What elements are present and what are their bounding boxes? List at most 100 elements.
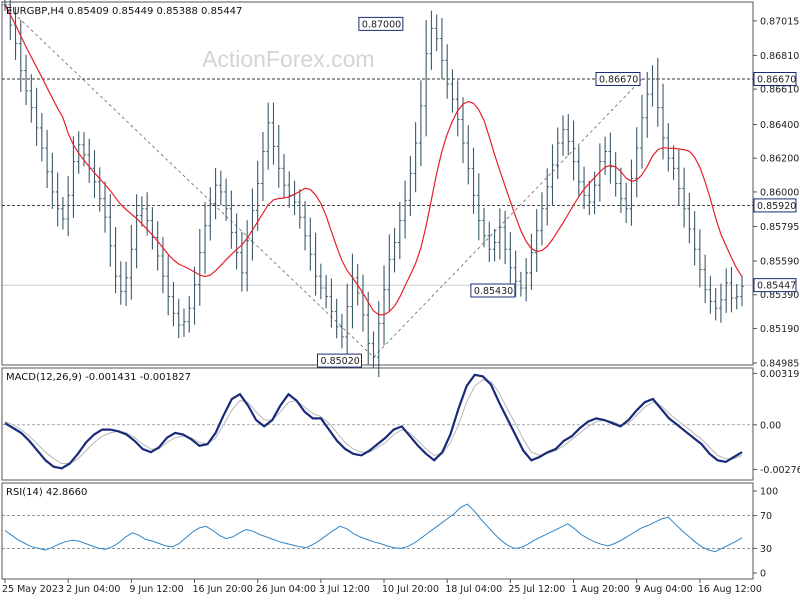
price-bar	[182, 308, 186, 337]
price-bar	[424, 20, 428, 137]
price-bar	[334, 298, 339, 339]
price-bar	[40, 113, 44, 162]
price-bar	[345, 283, 349, 358]
price-bar	[540, 192, 544, 246]
price-bar	[419, 80, 423, 167]
macd-signal-line	[4, 379, 743, 464]
price-bar	[440, 17, 444, 79]
level-label: 0.86670	[753, 72, 797, 87]
price-bar	[545, 168, 550, 226]
price-bar	[119, 261, 123, 305]
price-bar	[445, 44, 449, 99]
price-y-tick: 0.86810	[760, 51, 799, 62]
x-tick-label: 25 May 2023	[2, 584, 64, 595]
x-tick-label: 26 Jun 04:00	[256, 584, 316, 595]
price-bar	[161, 237, 165, 294]
price-bar	[634, 127, 639, 198]
price-bar	[34, 87, 39, 146]
rsi-panel	[1, 482, 754, 580]
price-bar	[366, 291, 371, 365]
x-tick-label: 10 Jul 20:00	[382, 584, 439, 595]
price-bar	[629, 159, 634, 226]
price-bar	[376, 301, 381, 378]
price-bar	[729, 267, 734, 313]
price-bar	[561, 115, 565, 156]
price-bar	[129, 224, 134, 300]
price-bar	[403, 180, 407, 239]
price-bar	[524, 257, 528, 302]
x-tick-label: 25 Jul 12:00	[508, 584, 565, 595]
price-bar	[66, 176, 70, 237]
moving-average-line	[4, 4, 743, 316]
rsi-y-tick: 30	[760, 544, 772, 555]
level-label: 0.85447	[753, 278, 797, 293]
price-bar	[103, 181, 107, 233]
price-y-tick: 0.85190	[760, 324, 799, 335]
price-bar	[171, 281, 176, 327]
price-bar	[434, 14, 439, 51]
price-y-tick: 0.84985	[760, 359, 799, 370]
price-bar	[429, 10, 434, 70]
price-bar	[134, 194, 139, 269]
price-bar	[455, 80, 460, 137]
price-bar	[298, 189, 302, 229]
trend-line	[4, 4, 374, 358]
watermark: ActionForex.com	[202, 46, 375, 72]
price-bar	[224, 178, 228, 221]
price-bar	[582, 166, 586, 209]
price-bar	[666, 123, 671, 172]
trend-line	[373, 78, 643, 358]
price-bar	[234, 213, 239, 270]
price-annotation: 0.85020	[317, 353, 362, 368]
x-tick-label: 18 Jul 04:00	[445, 584, 502, 595]
price-bar	[108, 193, 113, 267]
price-bar	[313, 232, 318, 296]
macd-y-tick: 0.00	[760, 420, 781, 431]
price-bar	[450, 69, 455, 113]
price-bar	[713, 287, 718, 321]
price-bar	[203, 202, 207, 274]
price-bar	[534, 209, 539, 273]
price-bar	[608, 132, 613, 184]
price-y-tick: 0.85590	[760, 257, 799, 268]
price-bar	[276, 124, 281, 188]
price-title: EURGBP,H4 0.85409 0.85449 0.85388 0.8544…	[6, 6, 242, 17]
price-bar	[508, 232, 513, 284]
price-bar	[197, 229, 202, 306]
price-bar	[398, 202, 402, 260]
rsi-title: RSI(14) 42.8660	[6, 487, 87, 498]
svg-text:0.87000: 0.87000	[362, 19, 401, 30]
price-annotation: 0.86670	[595, 72, 641, 87]
price-bar	[519, 271, 523, 297]
price-bar	[208, 187, 213, 241]
x-tick-label: 3 Jul 12:00	[319, 584, 370, 595]
price-bar	[319, 263, 323, 300]
price-bar	[18, 20, 23, 92]
price-bar	[124, 261, 128, 306]
price-bar	[650, 65, 655, 107]
price-bar	[245, 220, 249, 292]
price-bar	[587, 180, 592, 216]
price-bar	[692, 211, 697, 266]
price-bar	[734, 283, 739, 310]
price-panel	[1, 1, 754, 366]
price-y-tick: 0.86000	[760, 187, 799, 198]
svg-text:0.85447: 0.85447	[757, 281, 796, 292]
price-bar	[529, 233, 534, 290]
price-bar	[155, 221, 160, 271]
price-bar	[303, 201, 307, 251]
price-bar	[577, 145, 581, 197]
price-bar	[287, 171, 292, 208]
price-bar	[461, 97, 465, 164]
price-annotation: 0.85430	[470, 283, 516, 298]
price-bar	[261, 131, 265, 202]
price-bar	[271, 102, 276, 165]
price-bar	[140, 196, 144, 227]
price-bar	[387, 234, 392, 313]
svg-text:0.85920: 0.85920	[757, 201, 796, 212]
macd-title: MACD(12,26,9) -0.001431 -0.001827	[6, 372, 191, 383]
price-bar	[492, 229, 497, 262]
price-bar	[61, 196, 65, 230]
x-tick-label: 1 Aug 20:00	[572, 584, 630, 595]
price-bar	[392, 227, 397, 273]
